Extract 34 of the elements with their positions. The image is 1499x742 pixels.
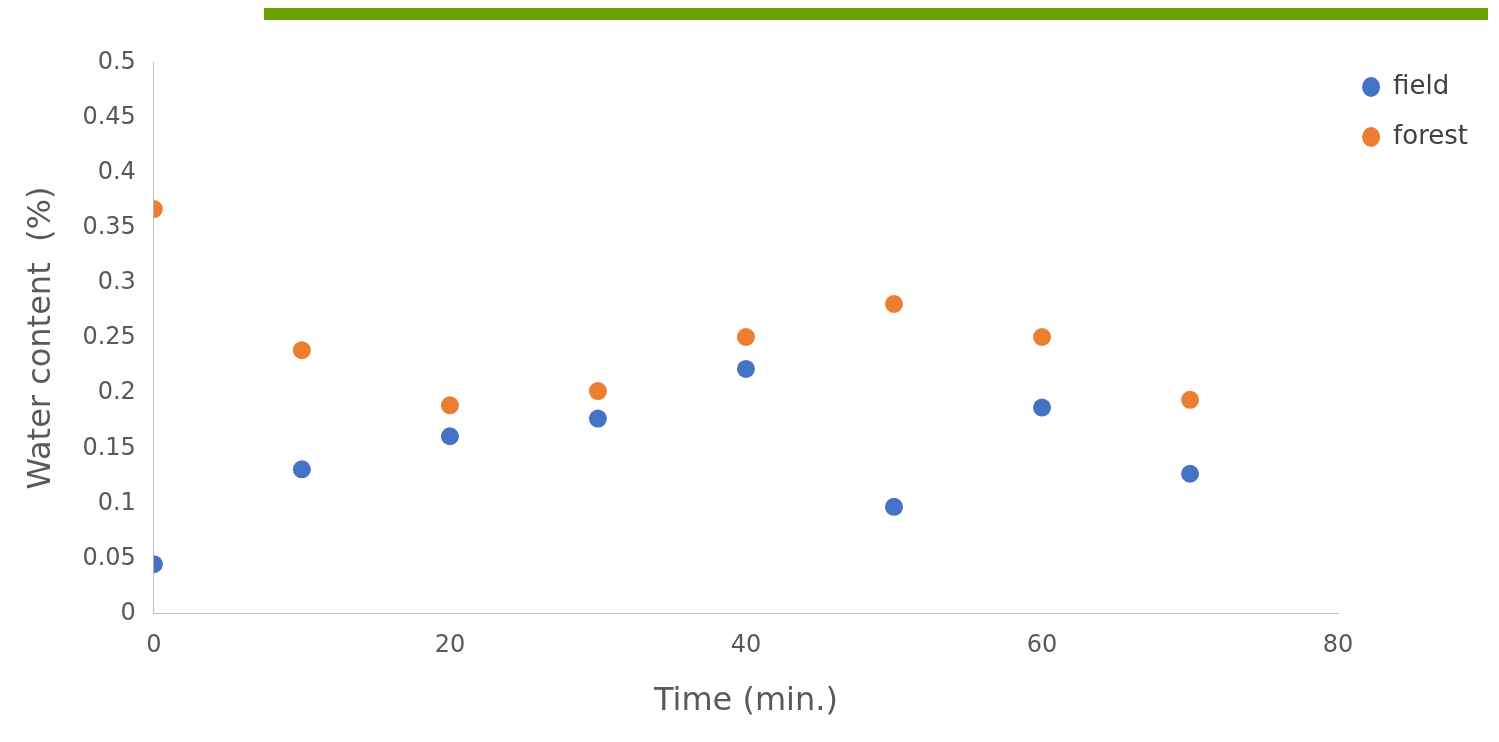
- point: [884, 294, 903, 313]
- y-tick-label: 0.15: [82, 432, 136, 461]
- legend-label: field: [1393, 69, 1450, 100]
- point: [588, 409, 607, 428]
- point: [1033, 328, 1052, 346]
- x-tick-label: 40: [730, 630, 762, 659]
- y-tick-label: 0.05: [82, 542, 136, 571]
- y-tick-label: 0.3: [97, 267, 136, 296]
- point: [292, 460, 311, 479]
- y-tick-label: 0.1: [97, 487, 136, 516]
- x-tick-label: 0: [146, 630, 162, 659]
- legend-label: forest: [1393, 119, 1469, 150]
- y-tick-label: 0.2: [97, 377, 136, 406]
- x-tick-label: 20: [434, 630, 466, 659]
- point: [440, 427, 459, 446]
- point: [736, 328, 755, 346]
- point: [588, 382, 607, 401]
- y-tick-label: 0.5: [97, 46, 136, 75]
- point: [1181, 464, 1200, 483]
- point: [1033, 398, 1052, 417]
- y-tick-label: 0: [120, 598, 136, 627]
- x-axis-title: Time (min.): [652, 680, 838, 719]
- y-tick-label: 0.4: [97, 156, 136, 185]
- y-tick-label: 0.45: [82, 101, 136, 130]
- point: [292, 341, 311, 360]
- point: [1181, 390, 1200, 409]
- y-axis-title: Water content (%): [19, 186, 58, 490]
- point: [440, 396, 459, 415]
- x-tick-label: 80: [1322, 630, 1354, 659]
- y-tick-label: 0.25: [82, 322, 136, 351]
- point: [736, 359, 755, 378]
- y-tick-label: 0.35: [82, 212, 136, 241]
- x-tick-label: 60: [1026, 630, 1058, 659]
- point: [884, 497, 903, 516]
